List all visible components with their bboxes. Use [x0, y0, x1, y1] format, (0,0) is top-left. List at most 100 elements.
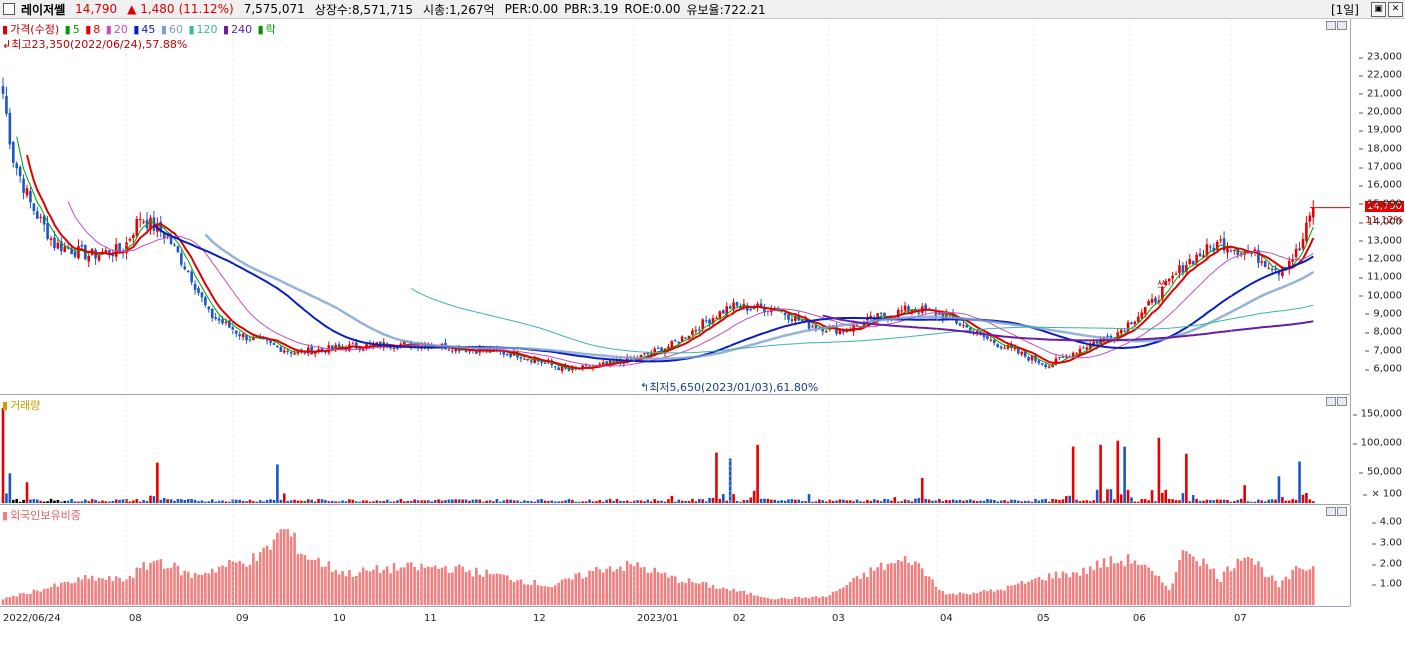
- candle-body: [1030, 355, 1034, 361]
- candle-body: [958, 323, 962, 326]
- volume-bar: [1174, 500, 1178, 503]
- volume-bar: [776, 500, 780, 503]
- foreign-ratio-bar: [481, 576, 485, 605]
- foreign-ratio-bar: [269, 549, 272, 605]
- foreign-ratio-bar: [1174, 572, 1178, 605]
- foreign-ratio-bar: [560, 579, 564, 605]
- foreign-ratio-bar: [883, 569, 886, 605]
- price-pane[interactable]: ▮ 가격(수정) ▮ 5 ▮ 8 ▮ 20 ▮ 45 ▮ 60 ▮ 120 ▮ 240 ▮ 락 ↲…: [0, 19, 1350, 395]
- foreign-ratio-bar: [550, 587, 554, 605]
- roe-value: ROE:0.00: [624, 2, 681, 16]
- reserve-ratio: 유보율:722.21: [686, 2, 766, 17]
- volume-bar: [848, 500, 852, 503]
- candle-body: [711, 318, 715, 324]
- volume-bar: [1, 408, 5, 503]
- volume-bar: [752, 490, 756, 503]
- high-note-text: 최고23,350(2022/06/24),57.88%: [11, 38, 188, 51]
- foreign-pane[interactable]: ▮ 외국인보유비중: [0, 505, 1350, 607]
- candle-body: [46, 222, 49, 239]
- volume-bar: [577, 501, 581, 503]
- x-axis-label: 05: [1037, 613, 1050, 624]
- volume-bar: [677, 499, 681, 503]
- foreign-ratio-bar: [8, 597, 12, 605]
- candle-body: [447, 349, 451, 351]
- select-checkbox[interactable]: [3, 3, 15, 15]
- foreign-ratio-bar: [577, 572, 581, 605]
- minimize-icon[interactable]: [1326, 507, 1336, 516]
- volume-bar: [481, 501, 485, 503]
- candle-body: [63, 246, 67, 252]
- volume-bar: [1157, 437, 1161, 503]
- volume-bar: [468, 500, 471, 503]
- foreign-ratio-bar: [746, 594, 749, 605]
- x-axis-label: 07: [1234, 613, 1247, 624]
- foreign-ratio-bar: [968, 594, 972, 605]
- close-icon[interactable]: ✕: [1388, 2, 1403, 17]
- volume-bar: [252, 501, 255, 503]
- volume-bar: [955, 500, 958, 503]
- trade-volume: 7,575,071: [243, 2, 305, 16]
- foreign-ratio-bar: [1150, 570, 1154, 605]
- volume-pane[interactable]: ▮ 거래량: [0, 395, 1350, 505]
- pane-buttons[interactable]: [1326, 21, 1347, 30]
- x-axis-label: 09: [236, 613, 249, 624]
- foreign-ratio-bar: [914, 561, 917, 605]
- foreign-ratio-bar: [84, 575, 87, 605]
- candle-body: [245, 334, 248, 341]
- volume-bar: [1188, 501, 1192, 503]
- pane-buttons[interactable]: [1326, 397, 1347, 406]
- foreign-ratio-bar: [931, 579, 934, 605]
- period-selector[interactable]: [1일]: [1330, 3, 1359, 17]
- candle-body: [838, 329, 842, 334]
- candle-body: [1123, 330, 1126, 332]
- foreign-ratio-bar: [36, 590, 39, 605]
- volume-legend: ▮ 거래량: [2, 399, 41, 412]
- candle-body: [962, 325, 965, 327]
- pane-buttons[interactable]: [1326, 507, 1347, 516]
- foreign-ratio-bar: [1267, 576, 1270, 605]
- foreign-ratio-bar: [920, 568, 924, 605]
- volume-bar: [492, 501, 495, 503]
- price-chart: [1, 19, 1350, 394]
- volume-bar: [1089, 501, 1092, 503]
- minimize-icon[interactable]: [1326, 21, 1336, 30]
- foreign-ratio-bar: [173, 562, 176, 605]
- maximize-icon[interactable]: [1337, 397, 1347, 406]
- foreign-ratio-bar: [372, 569, 375, 605]
- candle-body: [60, 241, 63, 252]
- restore-icon[interactable]: ▣: [1371, 2, 1386, 17]
- volume-bar: [303, 500, 307, 503]
- candle-body: [639, 354, 643, 359]
- candle-body: [1305, 222, 1308, 241]
- candle-body: [87, 255, 91, 262]
- volume-bar: [451, 499, 454, 503]
- volume-bar: [420, 500, 423, 503]
- candle-body: [739, 306, 742, 309]
- volume-bar: [18, 501, 22, 503]
- foreign-ratio-bar: [519, 579, 523, 605]
- volume-bar: [1068, 495, 1072, 503]
- foreign-ratio-bar: [197, 574, 200, 605]
- foreign-ratio-bar: [1065, 573, 1068, 605]
- volume-bar: [389, 501, 392, 503]
- candle-body: [138, 219, 142, 221]
- foreign-ratio-bar: [999, 589, 1003, 605]
- maximize-icon[interactable]: [1337, 507, 1347, 516]
- foreign-ratio-bar: [526, 584, 530, 605]
- volume-bar: [1061, 499, 1065, 503]
- volume-bar: [207, 501, 211, 503]
- minimize-icon[interactable]: [1326, 397, 1336, 406]
- candle-body: [8, 112, 12, 145]
- candle-body: [845, 330, 849, 333]
- foreign-ratio-bar: [1010, 585, 1013, 605]
- volume-bar: [1205, 499, 1209, 503]
- candle-body: [125, 242, 128, 254]
- foreign-ratio-bar: [358, 572, 362, 605]
- volume-bar: [842, 499, 845, 503]
- volume-bar: [1274, 499, 1277, 503]
- maximize-icon[interactable]: [1337, 21, 1347, 30]
- candle-body: [646, 352, 650, 355]
- foreign-ratio-bar: [262, 547, 265, 605]
- candle-body: [1287, 260, 1291, 269]
- candle-body: [1095, 341, 1099, 344]
